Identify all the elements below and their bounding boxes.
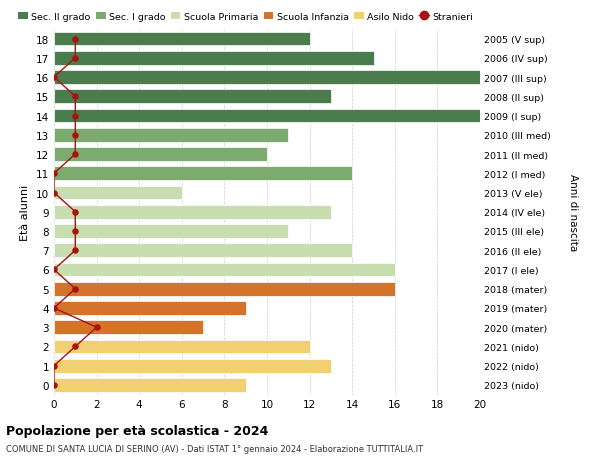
Text: COMUNE DI SANTA LUCIA DI SERINO (AV) - Dati ISTAT 1° gennaio 2024 - Elaborazione: COMUNE DI SANTA LUCIA DI SERINO (AV) - D… — [6, 444, 423, 453]
Bar — [54, 224, 289, 238]
Y-axis label: Età alunni: Età alunni — [20, 184, 31, 241]
Point — [71, 55, 80, 62]
Text: Popolazione per età scolastica - 2024: Popolazione per età scolastica - 2024 — [6, 425, 268, 437]
Bar — [54, 148, 267, 162]
Bar — [54, 33, 310, 46]
Bar — [54, 129, 289, 142]
Point — [71, 132, 80, 139]
Bar — [54, 109, 480, 123]
Point — [49, 381, 59, 389]
Bar — [54, 90, 331, 104]
Bar — [54, 52, 373, 66]
Bar — [54, 167, 352, 181]
Bar — [54, 282, 395, 296]
Bar — [54, 378, 246, 392]
Point — [71, 228, 80, 235]
Point — [71, 343, 80, 350]
Point — [49, 305, 59, 312]
Point — [49, 170, 59, 178]
Legend: Sec. II grado, Sec. I grado, Scuola Primaria, Scuola Infanzia, Asilo Nido, Stran: Sec. II grado, Sec. I grado, Scuola Prim… — [19, 12, 473, 22]
Point — [49, 266, 59, 274]
Point — [71, 285, 80, 293]
Bar — [54, 186, 182, 200]
Point — [92, 324, 101, 331]
Point — [49, 74, 59, 82]
Point — [71, 112, 80, 120]
Bar — [54, 302, 246, 315]
Bar — [54, 359, 331, 373]
Point — [71, 36, 80, 43]
Point — [71, 208, 80, 216]
Bar — [54, 320, 203, 335]
Bar — [54, 205, 331, 219]
Point — [49, 362, 59, 369]
Point — [71, 151, 80, 158]
Bar — [54, 340, 310, 353]
Y-axis label: Anni di nascita: Anni di nascita — [568, 174, 578, 251]
Bar — [54, 263, 395, 277]
Bar — [54, 71, 480, 85]
Bar — [54, 244, 352, 257]
Point — [49, 190, 59, 197]
Point — [71, 93, 80, 101]
Point — [71, 247, 80, 254]
